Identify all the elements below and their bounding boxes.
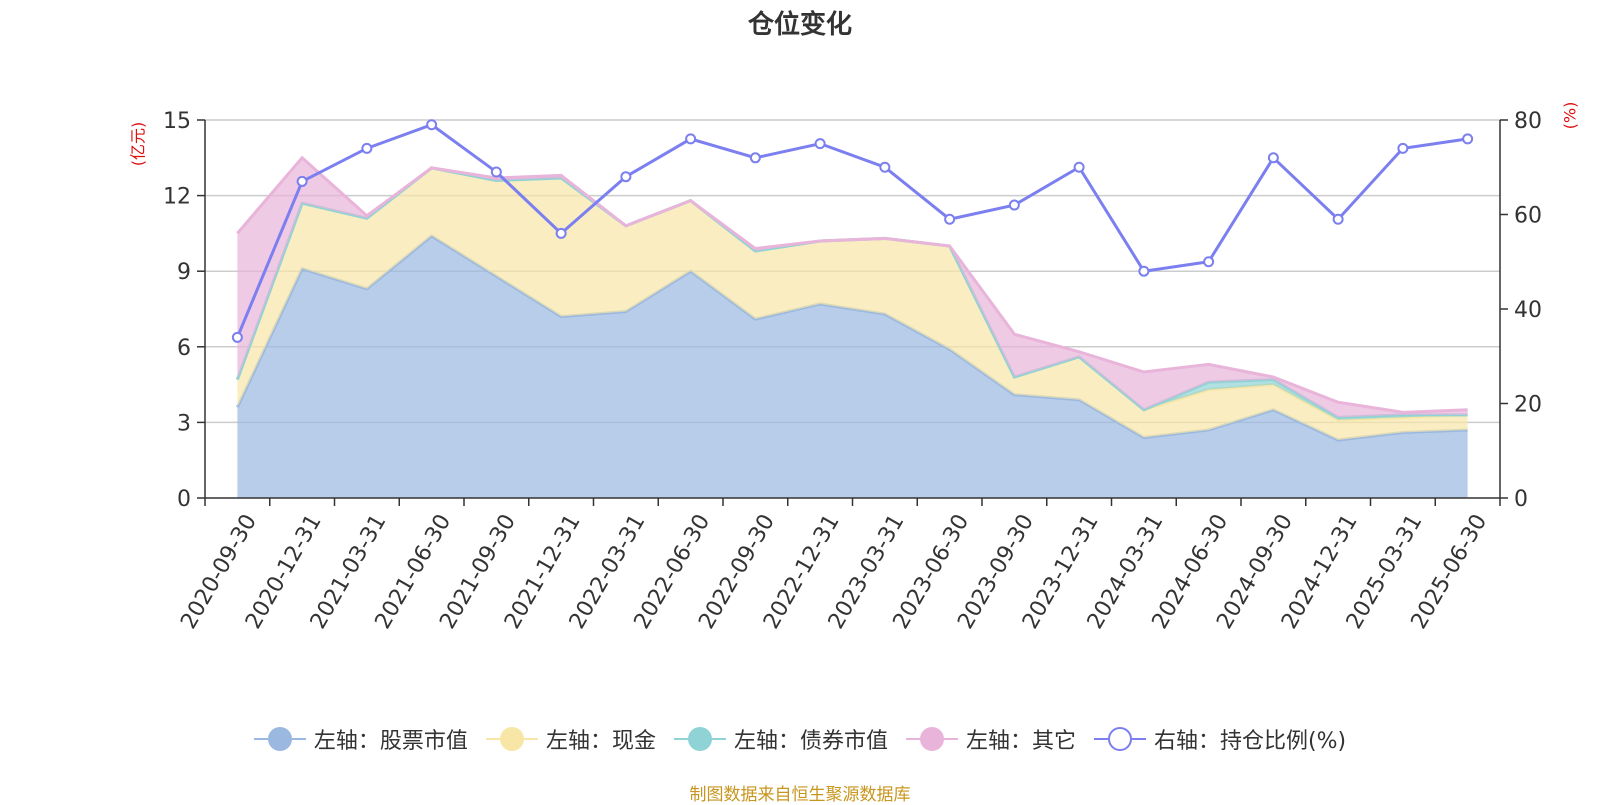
right-axis-tick-label: 20 xyxy=(1514,393,1542,418)
position-ratio-point xyxy=(879,161,891,173)
legend-label-position-ratio: 右轴：持仓比例(%) xyxy=(1153,729,1347,754)
legend-item-position-ratio[interactable]: 右轴：持仓比例(%) xyxy=(1093,723,1347,755)
legend-item-stock[interactable]: 左轴：股票市值 xyxy=(253,723,468,755)
position-ratio-point xyxy=(555,227,567,239)
position-ratio-point xyxy=(1332,213,1344,225)
position-ratio-point xyxy=(620,171,632,183)
position-ratio-point xyxy=(1073,161,1085,173)
legend-label-bond: 左轴：债券市值 xyxy=(733,729,888,754)
legend-symbol-stock xyxy=(253,726,306,752)
source-note: 制图数据来自恒生聚源数据库 xyxy=(689,785,911,805)
position-ratio-point xyxy=(231,331,243,343)
position-ratio-point xyxy=(296,175,308,187)
legend-label-cash: 左轴：现金 xyxy=(545,729,656,754)
area-series-line-3 xyxy=(236,155,1468,414)
position-ratio-point xyxy=(685,133,697,145)
legend-symbol-bond xyxy=(673,726,726,752)
left-axis-tick-label: 9 xyxy=(177,260,191,285)
left-axis-tick-label: 0 xyxy=(177,487,191,512)
position-ratio-point xyxy=(426,119,438,131)
position-ratio-point xyxy=(814,138,826,150)
left-axis-tick-label: 12 xyxy=(163,185,191,210)
position-ratio-point xyxy=(1462,133,1474,145)
position-ratio-point xyxy=(490,166,502,178)
right-axis-tick-label: 80 xyxy=(1514,109,1542,134)
left-axis-tick-label: 6 xyxy=(177,336,191,361)
position-ratio-line xyxy=(235,123,1468,338)
position-ratio-point xyxy=(1138,265,1150,277)
position-ratio-point xyxy=(944,213,956,225)
left-axis-tick-label: 15 xyxy=(163,109,191,134)
position-ratio-point xyxy=(749,152,761,164)
legend-label-stock: 左轴：股票市值 xyxy=(313,729,468,754)
legend-symbol-other xyxy=(905,726,958,752)
position-ratio-point xyxy=(1008,199,1020,211)
legend-symbol-position-ratio xyxy=(1093,726,1146,752)
legend-item-cash[interactable]: 左轴：现金 xyxy=(485,723,656,755)
legend-label-other: 左轴：其它 xyxy=(965,729,1076,754)
legend-item-other[interactable]: 左轴：其它 xyxy=(905,723,1076,755)
legend-item-bond[interactable]: 左轴：债券市值 xyxy=(673,723,888,755)
legend: 左轴：股票市值 左轴：现金 左轴：债券市值 左轴：其它 右轴：持仓比例(%) xyxy=(0,723,1600,755)
position-ratio-point xyxy=(1267,152,1279,164)
left-axis-tick-label: 3 xyxy=(177,411,191,436)
area-series-0 xyxy=(237,235,1468,499)
right-axis-tick-label: 60 xyxy=(1514,204,1542,229)
right-axis-tick-label: 40 xyxy=(1514,298,1542,323)
area-series-1 xyxy=(237,167,1468,441)
position-ratio-point xyxy=(361,142,373,154)
legend-symbol-cash xyxy=(485,726,538,752)
chart-title: 仓位变化 xyxy=(747,10,852,40)
position-ratio-point xyxy=(1203,256,1215,268)
position-ratio-point xyxy=(1397,142,1409,154)
right-axis-tick-label: 0 xyxy=(1514,487,1528,512)
